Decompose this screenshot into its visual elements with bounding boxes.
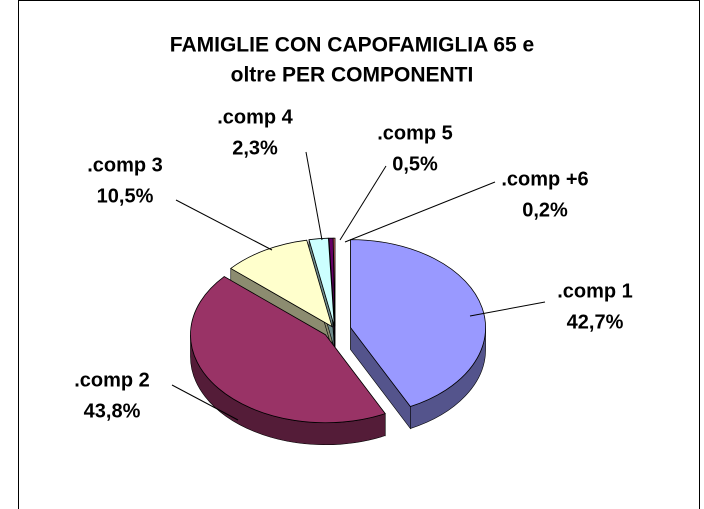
data-label-category: .comp 5 [377,122,453,144]
data-label-category: .comp 1 [557,280,633,302]
data-label-value: 42,7% [567,311,624,333]
data-label-category: .comp 3 [87,154,163,176]
data-label-value: 10,5% [97,185,154,207]
pie-slice [190,276,386,424]
pie-slice [230,239,333,328]
leader-line [175,199,273,251]
leader-line [305,151,323,241]
data-label-category: .comp 4 [217,106,293,128]
data-label-category: .comp 2 [74,369,150,391]
pie-tops [190,237,486,424]
pie-slice [332,237,336,327]
leader-line [344,181,496,243]
data-label-value: 0,5% [392,153,438,175]
chart-title-line: oltre PER COMPONENTI [231,64,474,87]
data-label-value: 2,3% [232,137,278,159]
chart-title-line: FAMIGLIE CON CAPOFAMIGLIA 65 e [170,34,534,57]
pie-slice [308,237,335,327]
pie-slice [350,239,486,408]
data-label-value: 0,2% [522,199,568,221]
leader-line [469,301,546,317]
leader-line [339,165,387,241]
leader-line [171,384,239,421]
data-label-value: 43,8% [84,400,141,422]
data-label-category: .comp +6 [501,168,588,190]
